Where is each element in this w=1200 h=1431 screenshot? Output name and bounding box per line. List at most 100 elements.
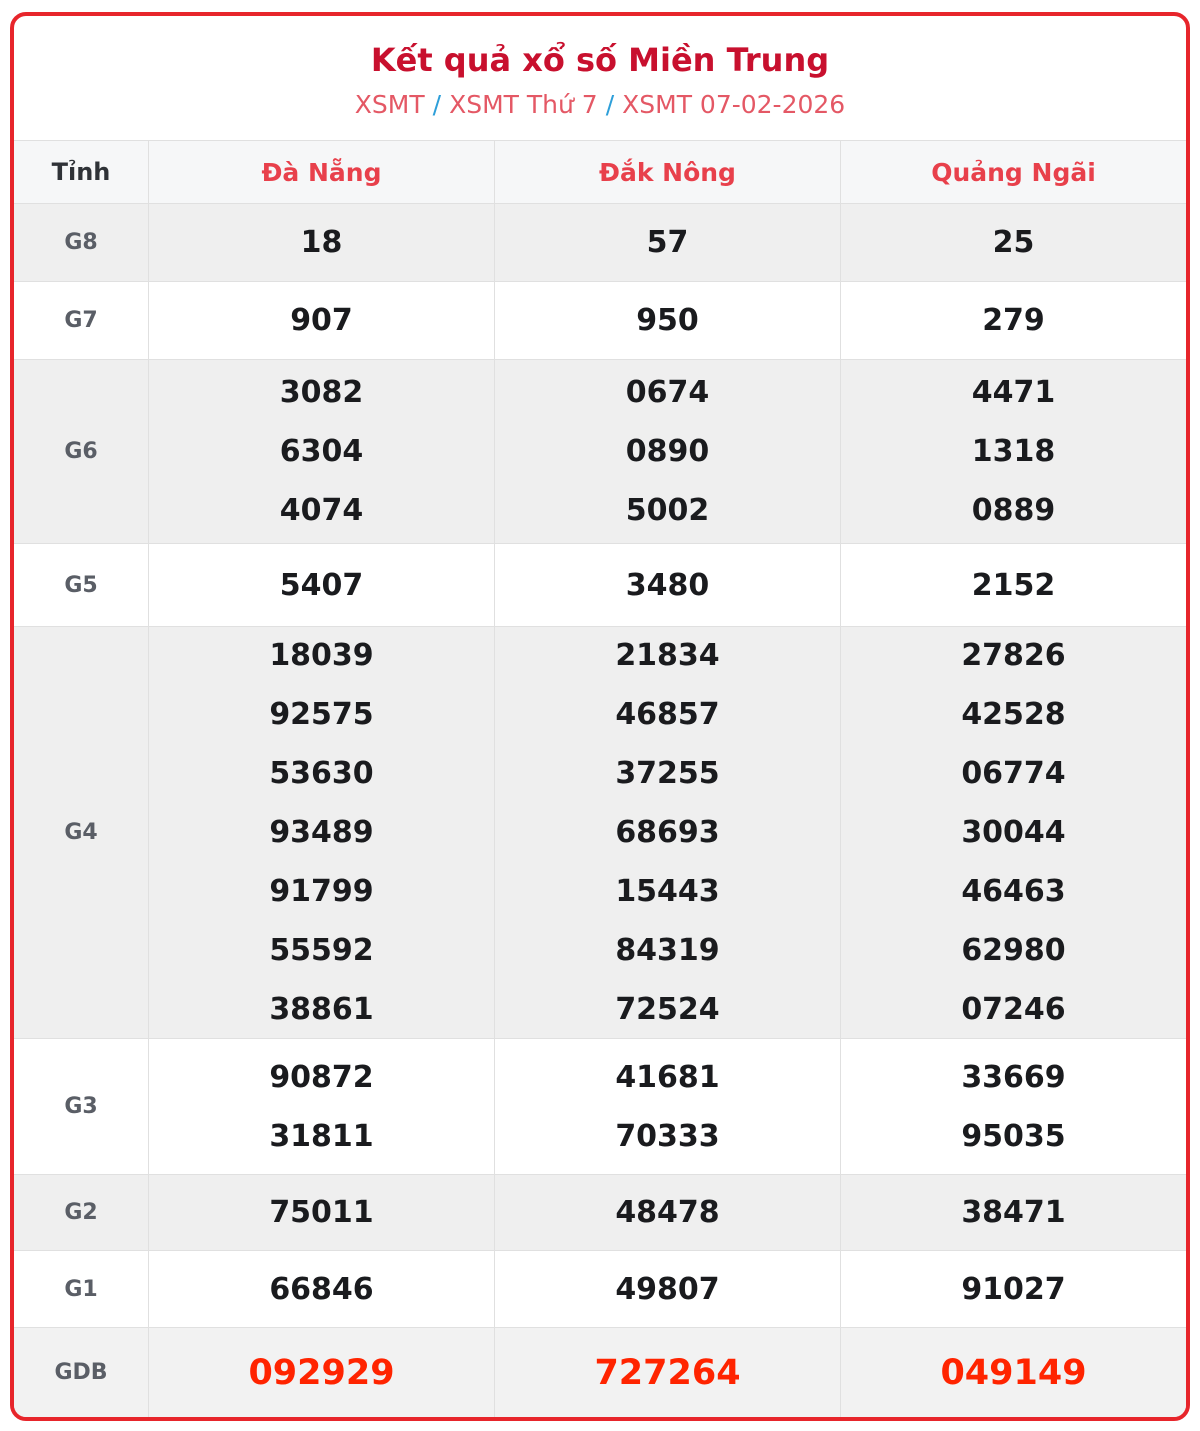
result-number: 18039 [269,638,374,673]
result-number: 55592 [269,933,374,968]
result-cell: 91027 [840,1251,1186,1327]
province-header-quang-ngai[interactable]: Quảng Ngãi [840,141,1186,203]
result-number: 68693 [615,815,720,850]
result-number: 66846 [269,1271,374,1307]
result-number: 46463 [961,874,1066,909]
jackpot-number: 727264 [594,1352,741,1393]
result-number: 5407 [279,567,364,603]
result-number: 25 [992,225,1035,260]
prize-label-g3: G3 [64,1094,98,1119]
prize-row-g3: G3 90872 31811 41681 70333 33669 95035 [14,1038,1186,1174]
result-number: 4074 [279,493,364,528]
province-header-da-nang[interactable]: Đà Nẵng [148,141,494,203]
result-cell: 21834 46857 37255 68693 15443 84319 7252… [494,627,840,1038]
result-number: 93489 [269,815,374,850]
prize-label-gdb: GDB [54,1360,108,1385]
result-number: 37255 [615,756,720,791]
prize-row-gdb: GDB 092929 727264 049149 [14,1327,1186,1417]
result-number: 57 [646,225,689,260]
result-cell: 66846 [148,1251,494,1327]
breadcrumb-link-xsmt[interactable]: XSMT [354,90,425,119]
result-number: 53630 [269,756,374,791]
result-number: 91027 [961,1271,1066,1307]
result-number: 41681 [615,1059,720,1095]
result-number: 30044 [961,815,1066,850]
result-number: 0674 [625,375,710,410]
result-cell: 90872 31811 [148,1039,494,1174]
result-number: 92575 [269,697,374,732]
result-number: 49807 [615,1271,720,1307]
result-number: 907 [290,303,353,338]
prize-label-g4: G4 [64,820,98,845]
result-number: 950 [636,303,699,338]
prize-row-g2: G2 75011 48478 38471 [14,1174,1186,1250]
breadcrumb-separator: / [432,90,442,119]
prize-label-g7: G7 [64,308,98,333]
table-header-row: Tỉnh Đà Nẵng Đắk Nông Quảng Ngãi [14,141,1186,203]
prize-row-g8: G8 18 57 25 [14,203,1186,281]
prize-row-g6: G6 3082 6304 4074 0674 0890 5002 4471 13… [14,359,1186,543]
result-number: 42528 [961,697,1066,732]
result-cell: 18039 92575 53630 93489 91799 55592 3886… [148,627,494,1038]
result-number: 90872 [269,1059,374,1095]
result-cell: 57 [494,204,840,281]
prize-row-g4: G4 18039 92575 53630 93489 91799 55592 3… [14,626,1186,1038]
result-number: 48478 [615,1195,720,1230]
result-cell: 75011 [148,1175,494,1250]
result-number: 27826 [961,638,1066,673]
prize-label-g5: G5 [64,572,98,598]
result-number: 5002 [625,493,710,528]
prize-label-g8: G8 [64,230,98,255]
prize-label-g2: G2 [64,1200,98,1225]
jackpot-number: 092929 [248,1352,395,1393]
result-cell: 279 [840,282,1186,359]
jackpot-number: 049149 [940,1352,1087,1393]
result-number: 72524 [615,992,720,1027]
province-header-dak-nong[interactable]: Đắk Nông [494,141,840,203]
result-cell: 48478 [494,1175,840,1250]
lottery-results-card: Kết quả xổ số Miền Trung XSMT / XSMT Thứ 7… [10,12,1190,1421]
prize-label-g1: G1 [64,1276,98,1302]
corner-header: Tỉnh [51,158,111,186]
result-cell: 3082 6304 4074 [148,360,494,543]
page-title: Kết quả xổ số Miền Trung [370,41,830,79]
result-number: 6304 [279,434,364,469]
result-number: 07246 [961,992,1066,1027]
result-cell: 0674 0890 5002 [494,360,840,543]
result-number: 0889 [971,493,1056,528]
result-number: 06774 [961,756,1066,791]
result-cell: 950 [494,282,840,359]
result-number: 70333 [615,1118,720,1154]
breadcrumb: XSMT / XSMT Thứ 7/XSMT 07-02-2026 [14,88,1186,122]
result-cell: 38471 [840,1175,1186,1250]
result-number: 46857 [615,697,720,732]
result-cell: 907 [148,282,494,359]
result-cell: 3480 [494,544,840,626]
result-cell: 092929 [148,1328,494,1417]
result-cell: 727264 [494,1328,840,1417]
prize-row-g1: G1 66846 49807 91027 [14,1250,1186,1327]
result-number: 33669 [961,1059,1066,1095]
result-number: 3480 [625,567,710,603]
result-number: 91799 [269,874,374,909]
result-number: 3082 [279,375,364,410]
breadcrumb-link-xsmt-date[interactable]: XSMT 07-02-2026 [622,90,846,119]
result-number: 0890 [625,434,710,469]
result-cell: 049149 [840,1328,1186,1417]
result-number: 21834 [615,638,720,673]
result-number: 38471 [961,1195,1066,1230]
prize-label-g6: G6 [64,439,98,464]
result-number: 31811 [269,1118,374,1154]
result-cell: 4471 1318 0889 [840,360,1186,543]
prize-row-g5: G5 5407 3480 2152 [14,543,1186,626]
results-table: Tỉnh Đà Nẵng Đắk Nông Quảng Ngãi G8 18 5… [14,140,1186,1417]
prize-row-g7: G7 907 950 279 [14,281,1186,359]
result-number: 4471 [971,375,1056,410]
result-number: 1318 [971,434,1056,469]
result-number: 75011 [269,1195,374,1230]
result-number: 15443 [615,874,720,909]
result-cell: 25 [840,204,1186,281]
result-number: 62980 [961,933,1066,968]
result-cell: 2152 [840,544,1186,626]
breadcrumb-link-xsmt-thu-7[interactable]: XSMT Thứ 7 [449,90,598,119]
